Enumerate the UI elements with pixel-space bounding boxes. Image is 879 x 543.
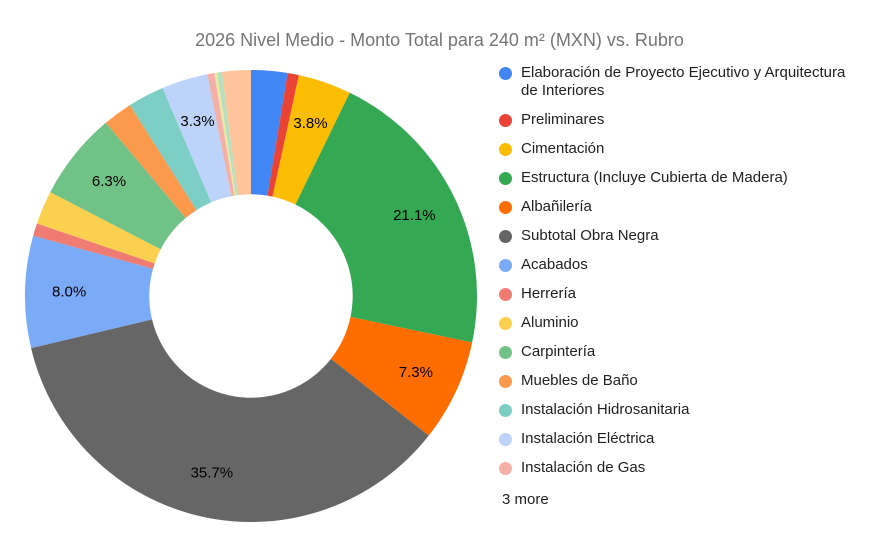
legend-item-2[interactable]: Cimentación: [499, 140, 871, 158]
pie-slice-1[interactable]: [267, 73, 299, 197]
legend-item-10[interactable]: Muebles de Baño: [499, 372, 871, 390]
legend-color-dot-icon: [499, 200, 512, 214]
pie-slice-6[interactable]: [24, 235, 153, 349]
legend-item-12[interactable]: Instalación Eléctrica: [499, 430, 871, 448]
pie-slice-10[interactable]: [105, 105, 197, 219]
chart-title: 2026 Nivel Medio - Monto Total para 240 …: [195, 30, 684, 50]
legend-item-3[interactable]: Estructura (Incluye Cubierta de Madera): [499, 169, 871, 187]
pie-slice-4[interactable]: [330, 316, 473, 436]
pie-slice-13[interactable]: [207, 73, 235, 197]
pie-slice-0[interactable]: [251, 70, 288, 196]
legend-color-dot-icon: [499, 142, 512, 156]
slice-percent-label: 3.3%: [180, 113, 214, 130]
legend-item-label: Instalación de Gas: [521, 459, 646, 476]
legend-item-label: Acabados: [521, 256, 588, 273]
legend-item-1[interactable]: Preliminares: [499, 111, 871, 129]
pie-slice-16[interactable]: [221, 70, 251, 196]
pie-slice-11[interactable]: [129, 88, 212, 211]
slice-percent-label: 21.1%: [393, 207, 436, 224]
pie-slice-7[interactable]: [33, 223, 155, 269]
slice-percent-label: 6.3%: [92, 173, 126, 190]
legend-color-dot-icon: [499, 403, 512, 417]
pie-slice-14[interactable]: [214, 72, 236, 196]
legend-item-label: Herrería: [521, 285, 577, 302]
pie-slice-9[interactable]: [50, 122, 186, 250]
legend-item-8[interactable]: Aluminio: [499, 314, 871, 332]
legend-color-dot-icon: [499, 345, 512, 359]
legend-color-dot-icon: [499, 171, 512, 185]
slice-percent-label: 8.0%: [52, 284, 86, 301]
legend-item-label: Instalación Eléctrica: [521, 430, 655, 447]
legend-item-label: Preliminares: [521, 111, 605, 128]
legend-item-4[interactable]: Albañilería: [499, 198, 871, 216]
legend-item-0[interactable]: Elaboración de Proyecto Ejecutivo y Arqu…: [499, 64, 871, 100]
legend-item-label: Albañilería: [521, 198, 592, 215]
legend-item-label: Instalación Hidrosanitaria: [521, 401, 690, 418]
legend-item-7[interactable]: Herrería: [499, 285, 871, 303]
legend-item-label: Cimentación: [521, 140, 605, 157]
pie-slice-5[interactable]: [31, 319, 429, 522]
pie-slice-2[interactable]: [272, 75, 350, 205]
legend-color-dot-icon: [499, 258, 512, 272]
legend-item-11[interactable]: Instalación Hidrosanitaria: [499, 401, 871, 419]
legend-item-13[interactable]: Instalación de Gas: [499, 459, 871, 477]
chart-legend: Elaboración de Proyecto Ejecutivo y Arqu…: [499, 64, 871, 509]
legend-more-link[interactable]: 3 more: [502, 491, 549, 508]
legend-color-dot-icon: [499, 316, 512, 330]
legend-color-dot-icon: [499, 374, 512, 388]
legend-item-label: Subtotal Obra Negra: [521, 227, 659, 244]
slice-percent-label: 7.3%: [399, 364, 433, 381]
slice-percent-label: 35.7%: [191, 465, 234, 482]
pie-slice-12[interactable]: [162, 74, 232, 203]
pie-slice-15[interactable]: [217, 71, 238, 196]
legend-item-label: Estructura (Incluye Cubierta de Madera): [521, 169, 788, 186]
legend-item-label: Aluminio: [521, 314, 579, 331]
legend-item-6[interactable]: Acabados: [499, 256, 871, 274]
legend-color-dot-icon: [499, 66, 512, 80]
legend-item-5[interactable]: Subtotal Obra Negra: [499, 227, 871, 245]
legend-color-dot-icon: [499, 432, 512, 446]
legend-item-label: Carpintería: [521, 343, 596, 360]
legend-color-dot-icon: [499, 461, 512, 475]
legend-color-dot-icon: [499, 229, 512, 243]
slice-percent-label: 3.8%: [293, 115, 327, 132]
legend-color-dot-icon: [499, 287, 512, 301]
pie-slice-8[interactable]: [36, 192, 161, 264]
legend-item-label: Elaboración de Proyecto Ejecutivo y Arqu…: [521, 64, 846, 99]
legend-item-9[interactable]: Carpintería: [499, 343, 871, 361]
legend-item-label: Muebles de Baño: [521, 372, 638, 389]
legend-color-dot-icon: [499, 113, 512, 127]
pie-slice-3[interactable]: [295, 92, 477, 343]
